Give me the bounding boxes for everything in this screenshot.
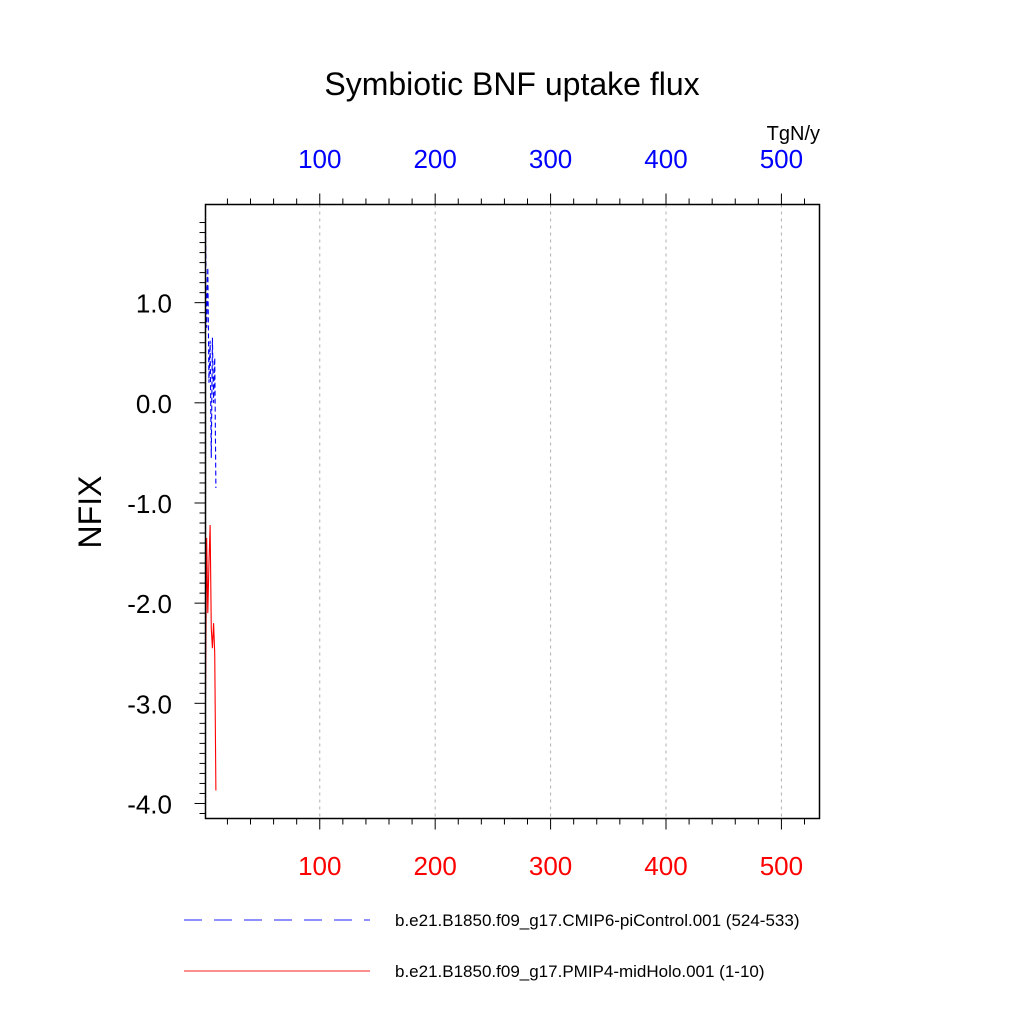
y-tick-label: 0.0	[136, 389, 172, 419]
chart-title: Symbiotic BNF uptake flux	[324, 66, 699, 102]
axis-ticks	[194, 193, 805, 830]
top-x-tick-label: 200	[413, 144, 456, 174]
series-lines	[204, 229, 217, 791]
legend: b.e21.B1850.f09_g17.CMIP6-piControl.001 …	[184, 911, 800, 981]
grid-lines	[319, 204, 782, 819]
legend-label-midholo: b.e21.B1850.f09_g17.PMIP4-midHolo.001 (1…	[395, 962, 765, 981]
bottom-x-tick-label: 200	[413, 851, 456, 881]
series-line-picontrol	[204, 229, 217, 488]
bottom-x-tick-label: 500	[760, 851, 803, 881]
bottom-x-tick-label: 400	[644, 851, 687, 881]
units-label: TgN/y	[767, 123, 820, 145]
y-tick-label: 1.0	[136, 289, 172, 319]
top-x-tick-label: 300	[529, 144, 572, 174]
series-line-midholo	[204, 525, 217, 791]
y-tick-label: -2.0	[127, 589, 172, 619]
y-tick-label: -4.0	[127, 789, 172, 819]
bottom-x-tick-label: 300	[529, 851, 572, 881]
y-tick-label: -1.0	[127, 489, 172, 519]
y-tick-label: -3.0	[127, 689, 172, 719]
y-axis-title: NFIX	[72, 476, 108, 549]
top-x-tick-label: 500	[760, 144, 803, 174]
bottom-x-tick-label: 100	[298, 851, 341, 881]
y-tick-labels: 1.0 0.0 -1.0 -2.0 -3.0 -4.0	[127, 289, 172, 820]
bottom-x-tick-labels: 100 200 300 400 500	[298, 851, 803, 881]
top-x-tick-labels: 100 200 300 400 500	[298, 144, 803, 174]
top-x-tick-label: 100	[298, 144, 341, 174]
top-x-tick-label: 400	[644, 144, 687, 174]
legend-label-picontrol: b.e21.B1850.f09_g17.CMIP6-piControl.001 …	[395, 911, 800, 930]
plot-frame	[204, 203, 821, 820]
